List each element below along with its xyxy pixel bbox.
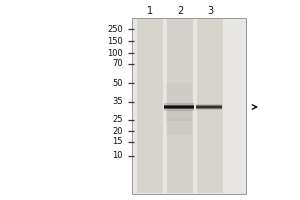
Text: 1: 1 bbox=[147, 6, 153, 16]
Text: 100: 100 bbox=[107, 48, 123, 58]
Bar bbox=[167, 19, 193, 193]
Text: 20: 20 bbox=[112, 127, 123, 136]
Bar bbox=[196, 104, 222, 110]
Bar bbox=[196, 106, 222, 108]
Text: 250: 250 bbox=[107, 24, 123, 33]
Bar bbox=[132, 18, 246, 194]
Bar bbox=[164, 105, 194, 109]
Bar bbox=[196, 105, 222, 109]
Text: 3: 3 bbox=[207, 6, 213, 16]
Bar bbox=[137, 19, 163, 193]
Bar bbox=[167, 119, 192, 135]
Text: 2: 2 bbox=[177, 6, 183, 16]
Text: 25: 25 bbox=[112, 116, 123, 124]
Text: 50: 50 bbox=[112, 78, 123, 88]
Bar bbox=[167, 111, 192, 121]
Bar bbox=[197, 19, 223, 193]
Text: 15: 15 bbox=[112, 138, 123, 146]
Text: 10: 10 bbox=[112, 152, 123, 160]
Bar bbox=[164, 106, 194, 108]
Bar bbox=[164, 103, 194, 111]
Bar bbox=[167, 83, 192, 103]
Text: 70: 70 bbox=[112, 60, 123, 68]
Text: 150: 150 bbox=[107, 36, 123, 46]
Text: 35: 35 bbox=[112, 98, 123, 106]
